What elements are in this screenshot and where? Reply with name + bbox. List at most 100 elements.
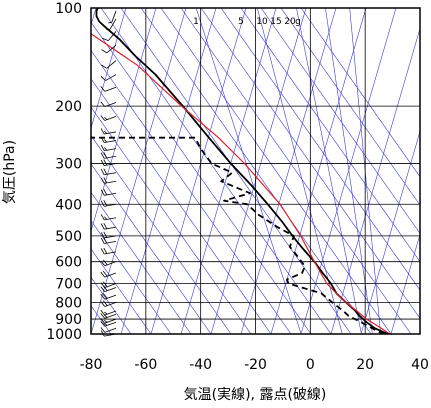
wind-barb-flag	[100, 144, 105, 151]
wind-barb-staff	[104, 163, 117, 167]
wind-barb	[100, 247, 117, 255]
wind-barb-staff	[104, 251, 117, 255]
dry-adiabat-line	[91, 276, 132, 334]
wind-barb	[100, 313, 117, 319]
moist-guide-line	[120, 8, 217, 334]
wind-barb	[100, 214, 117, 221]
x-tick-label: 20	[356, 357, 374, 373]
wind-barb-staff	[104, 310, 117, 316]
dry-adiabat-line	[91, 163, 212, 334]
moist-guide-line	[360, 130, 420, 334]
wind-barb-flag	[103, 222, 108, 229]
wind-barb-staff	[104, 283, 117, 288]
wind-barb	[100, 309, 117, 316]
moist-guide-line	[150, 8, 247, 334]
wind-barb-staff	[106, 44, 117, 54]
wind-barb	[100, 189, 117, 196]
wind-barb	[108, 10, 117, 24]
x-tick-label: -80	[80, 357, 103, 373]
wind-barb	[100, 152, 117, 159]
wind-barb-staff	[104, 148, 117, 152]
wind-barb-flag	[104, 117, 108, 120]
wind-barb-flag	[100, 200, 105, 207]
wind-barb	[100, 271, 117, 278]
dry-adiabat-line	[260, 8, 420, 234]
wind-barb-staff	[104, 226, 117, 230]
wind-barb-staff	[104, 318, 117, 324]
mixing-ratio-line	[296, 8, 362, 334]
dry-adiabat-line	[91, 78, 272, 334]
x-tick-label: -60	[134, 357, 157, 373]
wind-barb-staff	[104, 327, 117, 333]
mixing-ratio-line	[325, 8, 373, 334]
x-axis-ticks: -80 -60 -40 -20 0 20 40	[80, 357, 429, 373]
wind-barb-flag	[100, 301, 106, 307]
wind-barb-staff	[104, 172, 117, 176]
dry-adiabat-line	[180, 8, 412, 334]
mixing-ratio-label: g	[295, 17, 301, 27]
wind-barb-staff	[109, 18, 117, 30]
mixing-ratio-label: 5	[238, 17, 244, 27]
dry-adiabat-line	[300, 8, 420, 178]
wind-barb-flag	[102, 300, 108, 306]
wind-barb-staff	[104, 155, 117, 159]
wind-barb-flag	[100, 294, 106, 300]
wind-barb-flag	[100, 260, 106, 267]
wind-barb	[100, 237, 117, 244]
wind-barb	[100, 128, 117, 135]
wind-barb-flag	[100, 317, 106, 324]
moist-guide-line	[91, 8, 127, 130]
wind-barb	[100, 74, 117, 81]
wind-barb-staff	[104, 235, 117, 239]
wind-barb	[101, 60, 117, 69]
dry-adiabat-line	[240, 8, 420, 263]
wind-barb-flag	[104, 216, 108, 220]
wind-barb-staff	[104, 321, 117, 327]
wind-barb-flag	[104, 315, 108, 318]
wind-barb-flag	[100, 327, 106, 333]
wind-barb-flag	[100, 237, 105, 244]
wind-barb-flag	[100, 214, 105, 221]
wind-barb-flag	[100, 286, 106, 292]
wind-barb	[101, 44, 117, 54]
dry-adiabat-line	[91, 220, 172, 334]
wind-barb-flag	[104, 322, 108, 326]
wind-barb-flag	[100, 101, 106, 107]
wind-barb-flag	[100, 115, 106, 121]
wind-barb-flag	[104, 130, 108, 134]
wind-barb-flag	[101, 49, 108, 54]
wind-barb-staff	[106, 60, 117, 69]
y-tick-label: 1000	[46, 327, 82, 343]
dry-adiabat-line	[160, 8, 392, 334]
y-tick-label: 900	[55, 312, 82, 328]
dry-adiabat-line	[120, 8, 352, 334]
wind-barbs	[100, 10, 117, 337]
moist-guide-line	[300, 8, 397, 334]
wind-barb-staff	[104, 102, 117, 108]
dry-adiabat-line	[280, 8, 420, 206]
wind-barb-flag	[103, 159, 108, 166]
dry-adiabat-line	[91, 106, 252, 334]
wind-barb-staff	[104, 287, 117, 292]
y-tick-label: 300	[55, 157, 82, 173]
wind-barb	[100, 144, 117, 152]
dry-adiabat-line	[220, 8, 420, 291]
wind-barb	[100, 159, 117, 167]
wind-barb-flag	[102, 293, 108, 299]
wind-barb-staff	[104, 115, 117, 121]
dry-adiabat-line	[91, 21, 312, 334]
wind-barb-staff	[104, 302, 117, 307]
wind-barb-flag	[104, 139, 108, 143]
wind-barb-staff	[104, 192, 117, 196]
wind-barb	[100, 200, 117, 207]
y-tick-label: 100	[55, 1, 82, 17]
wind-barb-staff	[104, 180, 117, 184]
mixing-ratio-line	[256, 8, 343, 334]
mixing-ratio-label: 1	[193, 17, 199, 27]
wind-barb-staff	[104, 241, 117, 244]
wind-barb	[100, 86, 117, 92]
x-axis-title: 気温(実線), 露点(破線)	[184, 387, 327, 403]
dry-adiabat-line	[140, 8, 372, 334]
wind-barb-flag	[103, 247, 108, 254]
